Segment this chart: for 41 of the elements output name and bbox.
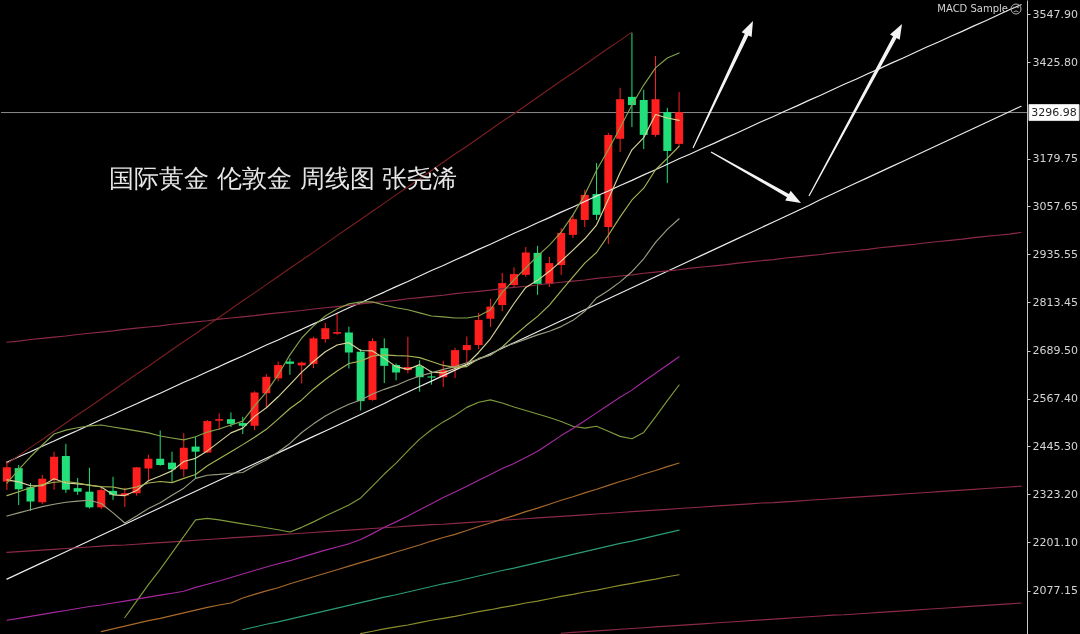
y-tick-label: 2935.55: [1032, 247, 1078, 261]
candlestick: [568, 214, 577, 239]
candlestick: [156, 430, 165, 467]
line-series: [242, 529, 680, 631]
line-series: [6, 356, 680, 621]
candlestick: [226, 411, 235, 428]
line-series: [124, 384, 680, 619]
y-tick-label: 3179.75: [1032, 152, 1078, 165]
y-tick-label: 2323.20: [1032, 487, 1078, 501]
candlestick: [344, 326, 353, 370]
candlestick: [592, 162, 601, 221]
candlestick: [333, 312, 342, 336]
y-tick-label: 2567.40: [1032, 392, 1078, 406]
y-tick-label: 2445.30: [1032, 439, 1078, 453]
line-series: [6, 4, 1022, 463]
candlestick: [26, 482, 35, 512]
line-series: [6, 218, 680, 524]
candlestick: [50, 451, 59, 491]
y-tick-label: 2201.10: [1032, 535, 1078, 549]
line-series: [100, 462, 680, 633]
candlestick: [38, 474, 47, 505]
y-tick-label: 3057.65: [1032, 199, 1078, 213]
y-tick-label: 2689.50: [1032, 344, 1078, 358]
candlestick: [462, 335, 471, 363]
line-series: [360, 574, 680, 634]
candlestick: [321, 322, 330, 344]
line-series: [6, 485, 1022, 554]
y-tick-label: 3425.80: [1032, 55, 1078, 69]
y-tick-label: 2077.15: [1032, 584, 1078, 598]
line-series: [6, 105, 1022, 580]
candlestick: [144, 454, 153, 482]
text: 国际黄金 伦敦金 周线图 张尧浠: [109, 164, 458, 193]
ref-line-label: 3296.98: [1031, 105, 1077, 119]
y-tick-label: 3547.90: [1032, 7, 1078, 21]
candlestick: [179, 432, 188, 478]
line-series: [560, 602, 1022, 634]
candlestick: [2, 460, 11, 491]
line-series: [6, 231, 1022, 343]
y-tick-label: 2813.45: [1032, 295, 1078, 309]
candlestick: [191, 436, 200, 479]
annotation: MACD Sample: [937, 3, 1008, 14]
